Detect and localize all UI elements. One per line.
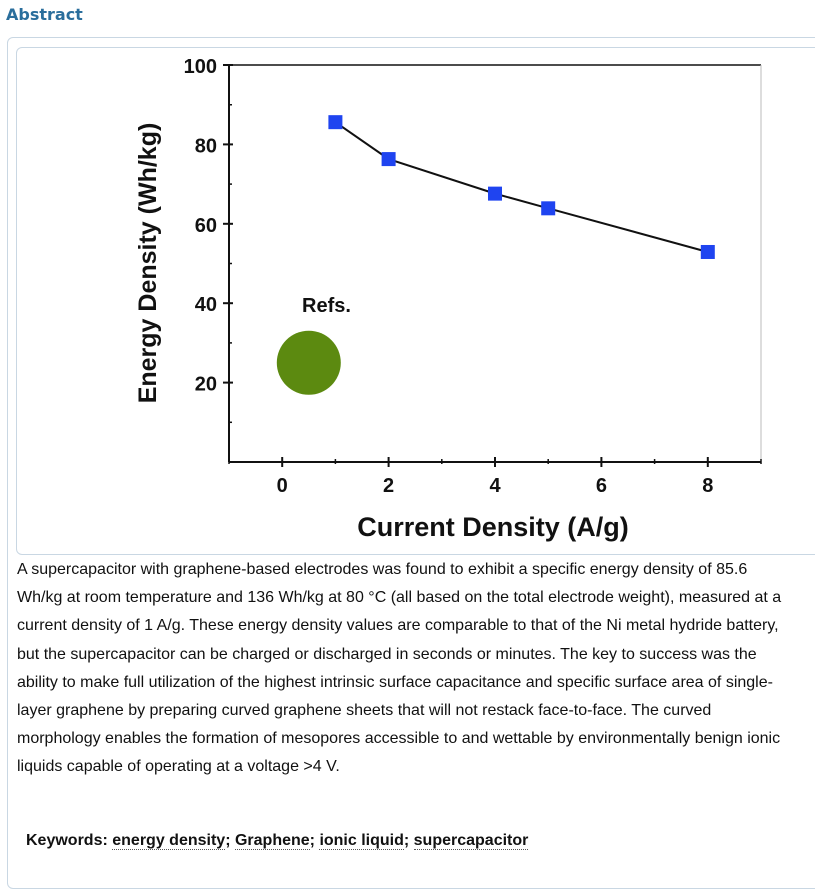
x-tick-label: 0: [277, 475, 288, 497]
x-tick-label: 2: [383, 475, 394, 497]
y-tick-label: 60: [195, 215, 217, 237]
keyword-ionic-liquid[interactable]: ionic liquid: [319, 832, 404, 850]
energy-density-chart: 20 40 60 80 100 0 2 4 6 8 Current Density (A/g) E…: [134, 56, 762, 542]
abstract-heading: Abstract: [6, 5, 83, 24]
y-tick-label: 20: [195, 374, 217, 396]
keywords-label: Keywords:: [26, 832, 113, 849]
y-tick-label: 100: [184, 56, 217, 78]
x-tick-label: 4: [489, 475, 501, 497]
keyword-separator: ;: [403, 832, 414, 849]
chart-axes: 20 40 60 80 100 0 2 4 6 8: [184, 56, 762, 497]
data-point: [381, 152, 396, 167]
data-point: [328, 115, 343, 130]
keyword-separator: ;: [225, 832, 235, 849]
keyword-energy-density[interactable]: energy density: [112, 832, 226, 850]
keyword-supercapacitor[interactable]: supercapacitor: [413, 832, 529, 850]
y-axis-label: Energy Density (Wh/kg): [134, 123, 162, 404]
data-point: [488, 186, 502, 201]
keyword-graphene[interactable]: Graphene: [234, 832, 310, 850]
refs-label: Refs.: [302, 295, 351, 317]
keywords-line: Keywords: energy density; Graphene; ioni…: [26, 832, 529, 850]
series-line: [334, 121, 709, 253]
y-tick-label: 80: [195, 135, 217, 157]
x-tick-label: 8: [702, 475, 713, 497]
reference-point: [276, 330, 341, 395]
x-axis-label: Current Density (A/g): [357, 512, 629, 542]
chart-data-layer: [276, 115, 715, 395]
y-tick-label: 40: [195, 294, 217, 316]
abstract-figure: 20 40 60 80 100 0 2 4 6 8 Current Density (A/g) E…: [16, 47, 815, 555]
data-point: [700, 244, 715, 259]
x-tick-label: 6: [596, 475, 607, 497]
data-point: [541, 201, 556, 216]
keyword-separator: ;: [309, 832, 320, 849]
abstract-body: A supercapacitor with graphene-based ele…: [17, 561, 782, 776]
